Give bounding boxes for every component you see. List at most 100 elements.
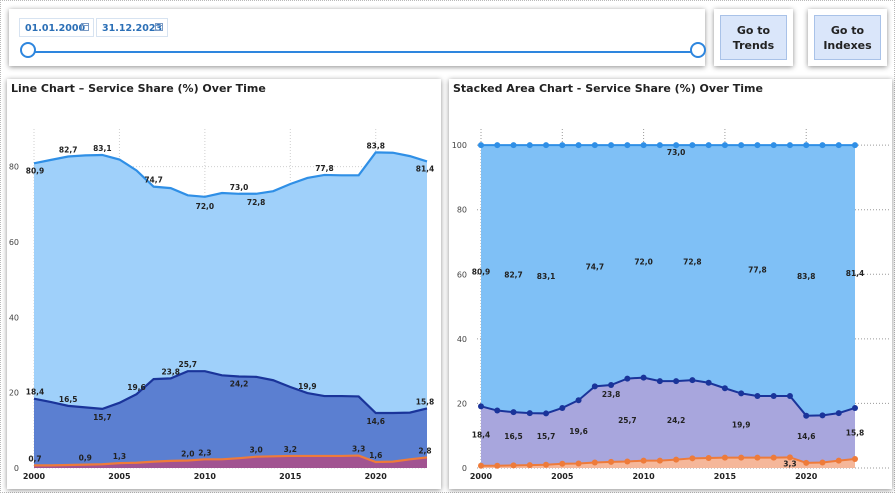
industry-point (543, 410, 550, 417)
data-label: 77,8 (748, 266, 767, 275)
agriculture-point (624, 458, 631, 465)
data-label: 19,6 (127, 383, 146, 392)
agriculture-point (575, 460, 582, 467)
data-label: 83,8 (366, 141, 385, 150)
services-point (608, 142, 615, 149)
x-tick-label: 2010 (194, 472, 217, 481)
industry-point (510, 409, 517, 416)
x-tick-label: 2000 (23, 472, 46, 481)
industry-point (689, 377, 696, 384)
trends-button-line2: Trends (732, 38, 775, 52)
start-date-input[interactable]: 01.01.2000 (19, 18, 94, 37)
trends-button-card: Go to Trends (714, 9, 793, 66)
agriculture-point (559, 460, 566, 467)
industry-point (559, 404, 566, 411)
y-tick-label: 80 (9, 163, 19, 172)
services-point (803, 142, 810, 149)
data-label: 25,7 (618, 416, 637, 425)
industry-point (575, 397, 582, 404)
line-chart-title: Line Chart – Service Share (%) Over Time (11, 82, 266, 95)
data-label: 18,4 (472, 430, 491, 439)
data-label: 83,8 (797, 272, 816, 281)
data-label: 16,5 (59, 395, 78, 404)
industry-point (754, 393, 761, 400)
data-label: 19,9 (732, 421, 751, 430)
data-label: 15,8 (846, 429, 865, 438)
x-tick-label: 2005 (108, 472, 131, 481)
end-date-input[interactable]: 31.12.2023 (96, 18, 168, 37)
data-label: 15,7 (537, 432, 556, 441)
industry-point (819, 412, 826, 419)
agriculture-point (705, 454, 712, 461)
services-point (852, 142, 858, 149)
data-label: 82,7 (59, 145, 78, 154)
data-label: 0,7 (28, 454, 41, 463)
data-label: 23,8 (602, 390, 621, 399)
data-label: 2,3 (198, 448, 211, 457)
x-tick-label: 2015 (714, 472, 737, 481)
x-tick-label: 2000 (470, 472, 493, 481)
agriculture-line (34, 454, 428, 467)
start-date-value: 01.01.2000 (25, 23, 86, 34)
industry-point (770, 393, 777, 400)
services-point (591, 142, 598, 149)
industry-point (852, 404, 858, 411)
go-to-trends-button[interactable]: Go to Trends (720, 15, 787, 60)
industry-point (786, 393, 793, 400)
slider-start-handle[interactable] (20, 42, 36, 58)
services-point (786, 142, 793, 149)
date-range-slicer: 01.01.2000 31.12.2023 (9, 9, 706, 66)
services-point (478, 142, 484, 149)
industry-point (640, 374, 647, 381)
data-label: 15,8 (416, 397, 435, 406)
services-point (510, 142, 517, 149)
indexes-button-card: Go to Indexes (808, 9, 887, 66)
calendar-icon[interactable] (81, 23, 89, 31)
industry-point (721, 385, 728, 392)
data-label: 74,7 (144, 176, 163, 185)
services-point (705, 142, 712, 149)
services-point (835, 142, 842, 149)
agriculture-point (494, 462, 501, 469)
data-label: 72,8 (683, 258, 702, 267)
data-label: 83,1 (537, 272, 556, 281)
agriculture-point (738, 454, 745, 461)
agriculture-point (591, 459, 598, 466)
data-label: 3,2 (284, 445, 297, 454)
calendar-icon[interactable] (155, 23, 163, 31)
x-tick-label: 2020 (365, 472, 388, 481)
data-label: 19,9 (298, 382, 317, 391)
industry-stack-area (481, 377, 855, 466)
services-point (543, 142, 550, 149)
industry-point (803, 412, 810, 419)
industry-area (34, 371, 427, 468)
data-label: 2,0 (181, 449, 194, 458)
agriculture-area (34, 455, 427, 468)
agriculture-point (510, 462, 517, 469)
data-label: 2,8 (418, 446, 431, 455)
data-label: 24,2 (230, 379, 249, 388)
data-label: 81,4 (416, 164, 435, 173)
slider-track[interactable] (28, 51, 696, 53)
services-point (656, 142, 663, 149)
data-label: 25,7 (179, 360, 198, 369)
agriculture-point (852, 455, 858, 462)
agriculture-point (754, 454, 761, 461)
data-label: 80,9 (472, 267, 491, 276)
data-label: 72,0 (196, 202, 215, 211)
services-point (559, 142, 566, 149)
industry-point (656, 378, 663, 385)
agriculture-point (835, 457, 842, 464)
x-tick-label: 2005 (551, 472, 574, 481)
slider-end-handle[interactable] (690, 42, 706, 58)
y-tick-label: 0 (462, 464, 467, 473)
stacked-area-chart-card: Stacked Area Chart - Service Share (%) O… (449, 79, 892, 489)
services-point (721, 142, 728, 149)
industry-point (478, 403, 484, 410)
line-chart: 0 20 40 60 80 2000 2005 2010 2015 2020 80,9 82,7 83,… (9, 129, 435, 481)
agriculture-point (526, 462, 533, 469)
go-to-indexes-button[interactable]: Go to Indexes (814, 15, 881, 60)
data-label: 1,3 (113, 452, 126, 461)
industry-point (608, 382, 615, 389)
industry-point (673, 378, 680, 385)
